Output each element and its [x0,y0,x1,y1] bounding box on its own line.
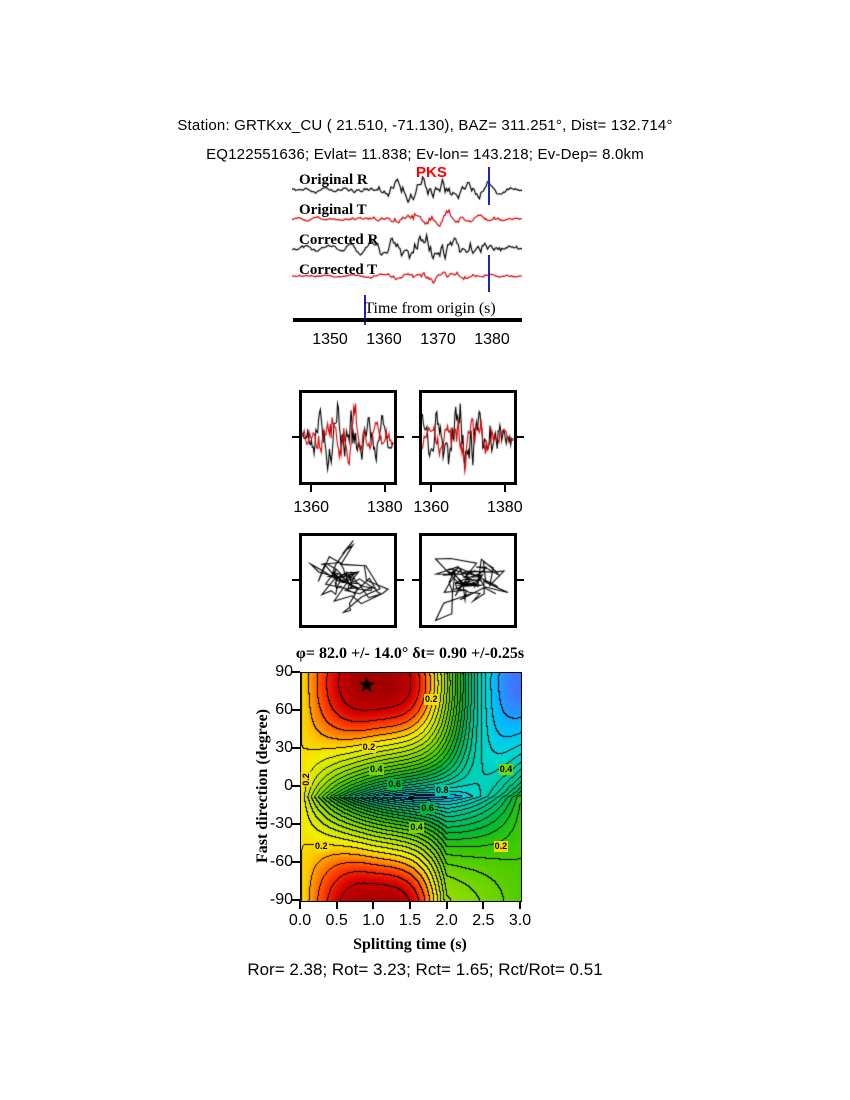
zoom-tick-label: 1360 [413,499,449,516]
time-tick-label: 1370 [420,331,456,348]
contour-value-label: 0.6 [387,778,402,790]
y-axis-label: Fast direction (degree) [254,708,271,864]
zoom-tick-label: 1380 [487,499,523,516]
misfit-contour-canvas [301,673,521,901]
pm-side-tick [292,579,299,581]
x-axis-label: Splitting time (s) [353,936,467,953]
window-marker [488,167,491,205]
contour-x-tick-label: 0.0 [288,912,312,929]
zoom-window-original [299,390,397,485]
footer-stats: Ror= 2.38; Rot= 3.23; Rct= 1.65; Rct/Rot… [247,960,603,979]
contour-y-tick-label: 60 [275,701,293,718]
contour-y-tick-label: 0 [284,777,293,794]
contour-value-label: 0.2 [361,742,377,753]
contour-y-tick-label: -30 [269,815,293,832]
particle-motion-corrected [419,533,517,628]
particle-motion-original-canvas [302,536,394,625]
contour-value-label: 0.4 [409,821,424,833]
time-tick-label: 1360 [366,331,402,348]
contour-x-tick [372,901,375,909]
contour-value-label: 0.8 [435,785,450,797]
contour-y-tick-label: 90 [275,663,293,680]
particle-motion-original [299,533,397,628]
trace-label-original-r: Original R [299,172,368,188]
time-axis-line [293,318,522,322]
pm-side-tick [412,579,419,581]
zoom-corrected-canvas [422,393,514,482]
zoom-tick-label: 1380 [367,499,403,516]
contour-y-tick [292,709,300,711]
phase-label-pks: PKS [416,164,447,181]
contour-x-tick [519,901,521,909]
trace-label-corrected-t: Corrected T [299,262,378,278]
contour-value-label: 0.2 [424,693,439,705]
misfit-contour-plot [300,672,522,902]
contour-value-label: 0.2 [493,840,509,852]
pm-side-tick [517,579,524,581]
zoom-tick-label: 1360 [293,499,329,516]
contour-y-tick-label: -60 [269,853,293,870]
contour-title: φ= 82.0 +/- 14.0° δt= 0.90 +/-0.25s [295,645,525,662]
zoom-side-tick [397,436,404,438]
contour-y-tick-label: -90 [269,891,293,908]
trace-label-corrected-r: Corrected R [299,232,379,248]
contour-x-tick [409,901,411,909]
contour-y-tick [292,823,300,825]
contour-x-tick [335,901,338,909]
zoom-tick [383,485,386,492]
contour-x-tick-label: 1.0 [362,912,385,929]
particle-motion-corrected-canvas [422,536,514,625]
zoom-side-tick [517,436,524,438]
trace-label-original-t: Original T [299,202,367,218]
time-axis-label: Time from origin (s) [364,300,496,317]
zoom-side-tick [292,436,299,438]
contour-y-tick-label: 30 [275,739,293,756]
zoom-tick [503,485,506,492]
seismogram-traces-canvas [292,160,522,310]
contour-y-tick [292,785,300,787]
contour-x-tick-label: 1.5 [398,912,422,929]
contour-value-label: 0.6 [420,802,435,814]
contour-x-tick [299,901,301,909]
station-header: Station: GRTKxx_CU ( 21.510, -71.130), B… [177,117,673,134]
zoom-tick [310,485,313,492]
contour-y-tick [292,671,300,673]
contour-y-tick [292,861,300,863]
contour-x-tick [445,901,448,909]
contour-x-tick-label: 2.5 [472,912,495,929]
time-tick-label: 1350 [312,331,348,348]
contour-x-tick-label: 3.0 [508,912,532,929]
window-marker [488,255,491,292]
contour-x-tick-label: 2.0 [435,912,458,929]
zoom-window-corrected [419,390,517,485]
time-tick-label: 1380 [474,331,510,348]
contour-x-tick-label: 0.5 [325,912,348,929]
contour-x-tick [482,901,485,909]
contour-value-label: 0.2 [314,840,329,852]
contour-value-label: 0.2 [301,771,313,787]
contour-value-label: 0.4 [498,763,514,775]
zoom-side-tick [412,436,419,438]
event-header: EQ122551636; Evlat= 11.838; Ev-lon= 143.… [206,146,644,163]
window-marker [363,295,366,325]
zoom-tick [430,485,433,492]
contour-y-tick [292,899,300,901]
pm-side-tick [397,579,404,581]
contour-y-tick [292,747,300,749]
zoom-original-canvas [302,393,394,482]
contour-value-label: 0.4 [369,763,384,775]
